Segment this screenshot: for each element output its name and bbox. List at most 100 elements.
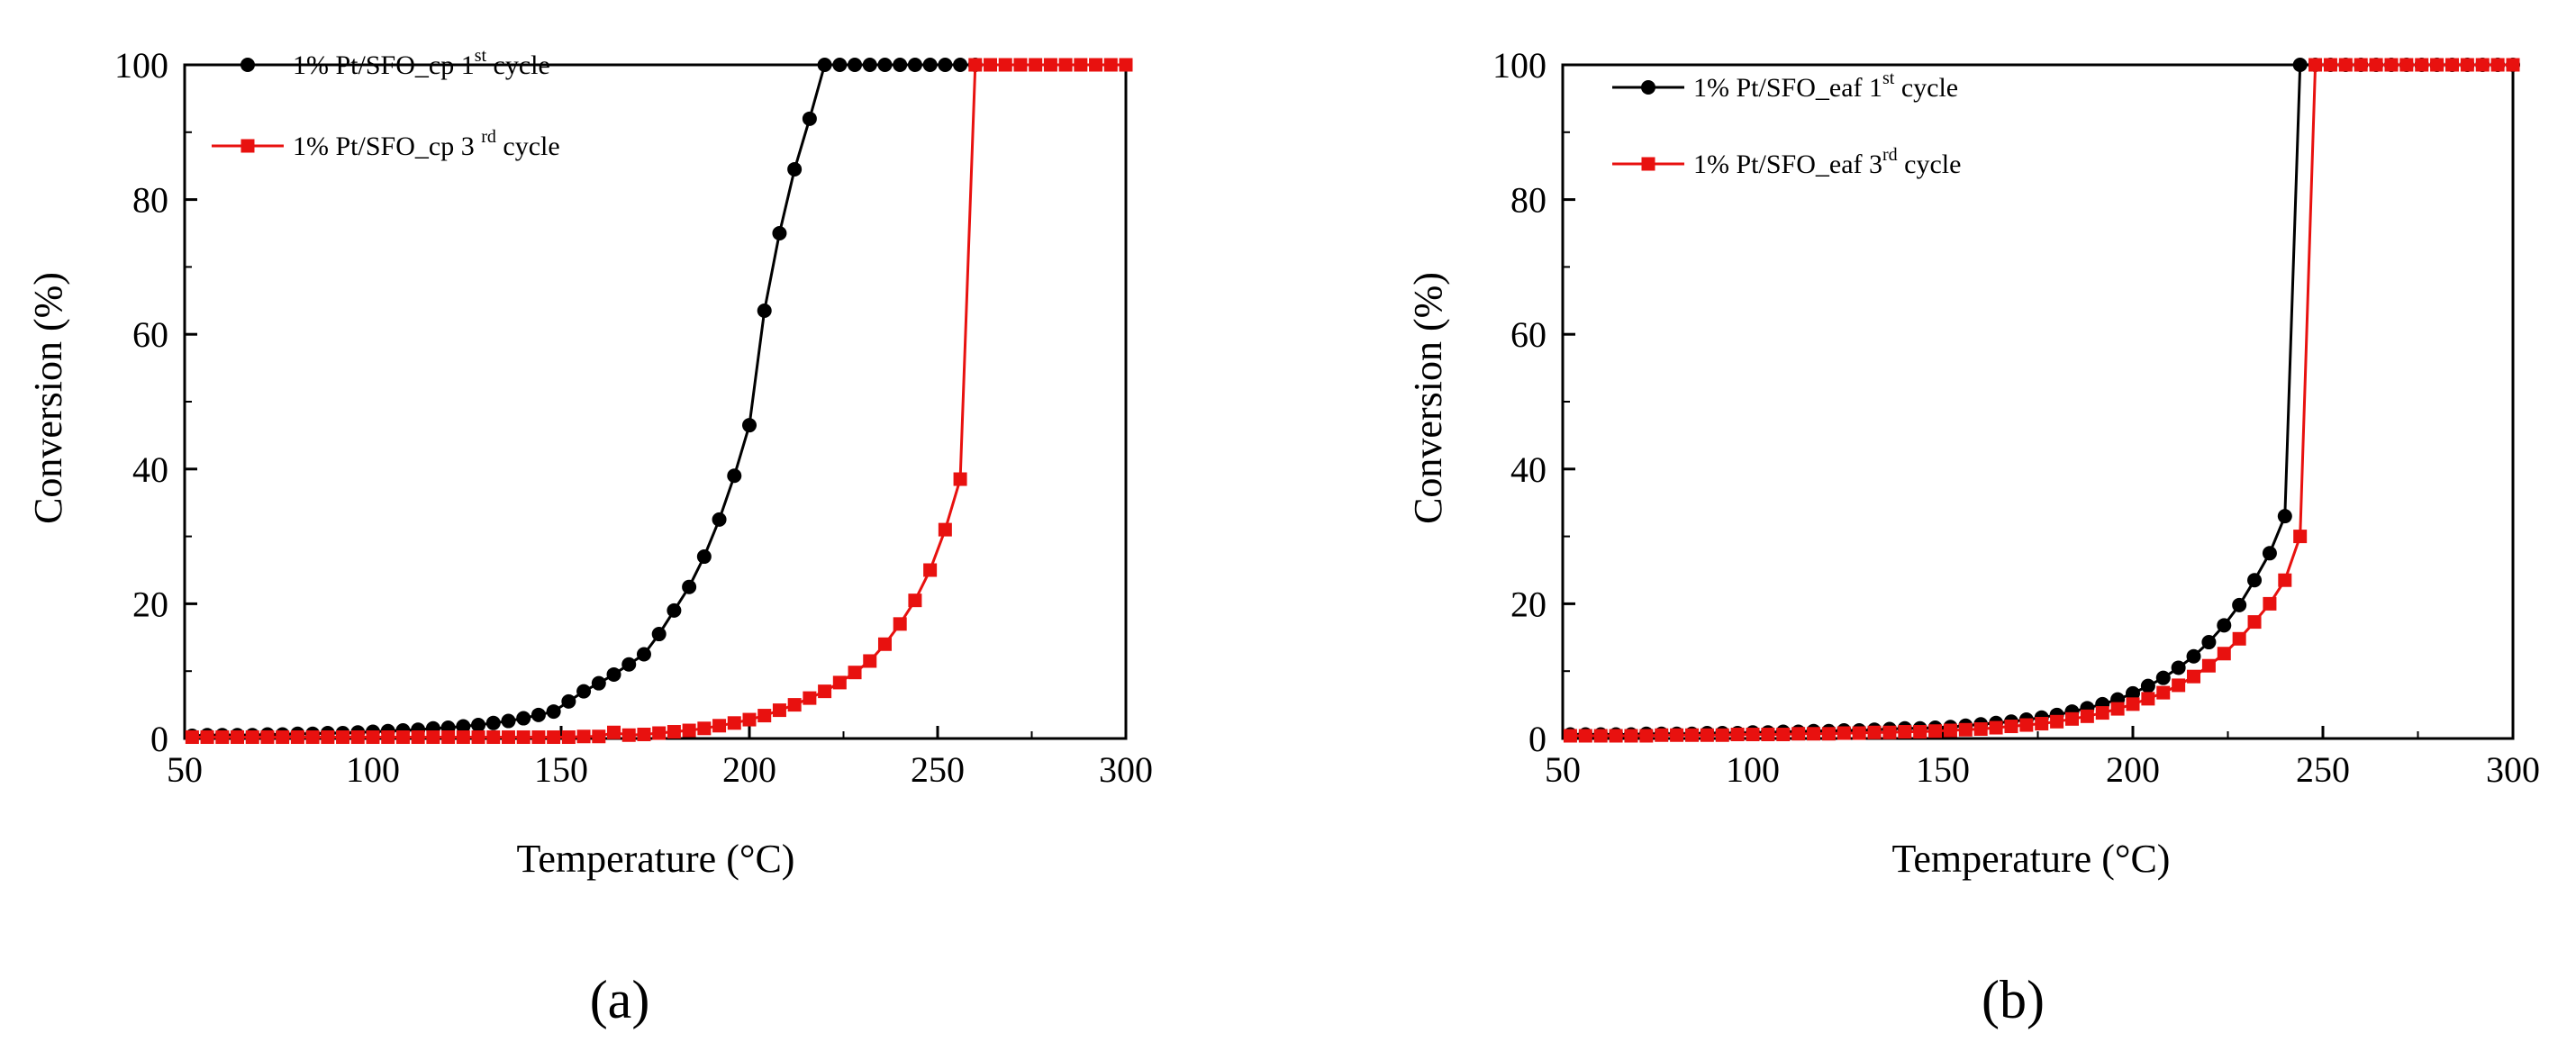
legend-marker xyxy=(240,58,255,72)
data-point xyxy=(441,730,456,745)
x-tick-label: 100 xyxy=(346,749,400,790)
data-point xyxy=(395,730,410,745)
data-point xyxy=(1609,729,1623,743)
data-point xyxy=(1715,728,1729,742)
data-point xyxy=(411,730,425,745)
data-point xyxy=(696,549,712,565)
data-point xyxy=(531,730,546,745)
data-point xyxy=(2384,58,2399,72)
data-point xyxy=(576,684,592,699)
data-point xyxy=(2293,530,2308,544)
chart-panel-b: 50 100 150 200 250 300 0 20 40 60 80 100 1% Pt/SFO_e… xyxy=(1406,45,2540,1029)
data-point xyxy=(818,684,832,699)
data-point xyxy=(1898,725,1912,739)
legend-label: 1% Pt/SFO_eaf 1st cycle xyxy=(1693,68,1958,103)
y-axis-title: Conversion (%) xyxy=(1406,272,1450,524)
data-point xyxy=(2292,58,2308,72)
data-point xyxy=(305,730,320,745)
data-point xyxy=(772,703,786,718)
data-point xyxy=(2490,58,2505,72)
data-point xyxy=(231,730,245,745)
y-tick-label: 80 xyxy=(132,180,168,221)
data-point xyxy=(1089,58,1103,72)
x-tick-label: 250 xyxy=(2296,749,2350,790)
data-point xyxy=(2247,615,2262,630)
y-tick-label: 100 xyxy=(1492,45,1547,86)
data-point xyxy=(2187,669,2201,684)
y-tick-label: 60 xyxy=(1510,314,1547,355)
data-point xyxy=(922,58,938,72)
data-point xyxy=(953,58,968,72)
legend-marker xyxy=(240,139,255,153)
data-point xyxy=(561,730,576,745)
data-point xyxy=(2444,58,2459,72)
data-point xyxy=(276,730,290,745)
data-point xyxy=(727,716,741,730)
legend-label: 1% Pt/SFO_eaf 3rd cycle xyxy=(1693,145,1961,179)
data-point xyxy=(321,730,335,745)
legend-label-main: 1% Pt/SFO_eaf 1 xyxy=(1693,73,1882,103)
y-tick-label: 20 xyxy=(132,584,168,624)
data-point xyxy=(2475,58,2490,72)
data-point xyxy=(471,730,485,745)
series-2 xyxy=(185,58,1133,745)
chart-panel-a: 50 100 150 200 250 300 0 20 40 60 80 100 1% Pt/SFO_c… xyxy=(26,45,1153,1029)
data-point xyxy=(2126,685,2140,701)
data-point xyxy=(2308,58,2323,72)
y-tick-label: 40 xyxy=(1510,449,1547,490)
data-point xyxy=(2217,618,2232,633)
y-tick-label: 40 xyxy=(132,449,168,490)
data-point xyxy=(561,693,576,709)
legend-entry: 1% Pt/SFO_eaf 3rd cycle xyxy=(1612,145,1961,179)
legend-label-sup: rd xyxy=(1882,145,1898,165)
data-point xyxy=(984,58,998,72)
legend-label-main: 1% Pt/SFO_eaf 3 xyxy=(1693,150,1882,179)
data-point xyxy=(1943,723,1957,738)
data-point xyxy=(923,563,938,577)
y-tick-label: 0 xyxy=(150,719,168,759)
series-line xyxy=(192,63,975,738)
data-point xyxy=(2354,58,2368,72)
x-tick-label: 50 xyxy=(167,749,203,790)
data-point xyxy=(1058,58,1073,72)
data-point xyxy=(908,593,922,608)
x-axis-title: Temperature (°C) xyxy=(1892,837,2171,881)
data-point xyxy=(2141,692,2155,706)
legend-label-sup: rd xyxy=(481,127,496,147)
plot-area: 50 100 150 200 250 300 0 20 40 60 80 100 1% Pt/SFO_e… xyxy=(1492,45,2540,790)
legend-entry: 1% Pt/SFO_eaf 1st cycle xyxy=(1612,68,1958,103)
data-point xyxy=(1928,724,1943,738)
data-point xyxy=(2338,58,2353,72)
legend-label: 1% Pt/SFO_cp 1st cycle xyxy=(293,46,550,80)
data-point xyxy=(2263,596,2277,611)
data-point xyxy=(848,666,862,680)
legend-marker xyxy=(1641,157,1655,171)
data-point xyxy=(350,730,365,745)
data-point xyxy=(2232,597,2247,612)
data-point xyxy=(1700,728,1714,742)
data-point xyxy=(2035,717,2049,731)
data-point xyxy=(516,711,531,726)
data-point xyxy=(1119,58,1133,72)
data-point xyxy=(667,603,682,618)
legend-label-sup: st xyxy=(475,46,487,66)
data-point xyxy=(697,721,712,736)
x-tick-label: 150 xyxy=(1916,749,1970,790)
data-point xyxy=(2186,648,2201,664)
data-point xyxy=(366,730,380,745)
data-point xyxy=(652,726,667,740)
data-point xyxy=(2277,509,2292,524)
data-point xyxy=(1776,728,1791,742)
data-point xyxy=(2506,58,2520,72)
data-point xyxy=(501,713,516,729)
data-point xyxy=(1989,720,2003,735)
legend-label-main: 1% Pt/SFO_cp 3 xyxy=(293,131,481,161)
data-point xyxy=(832,675,847,690)
data-point xyxy=(1746,728,1760,742)
data-point xyxy=(1624,729,1638,743)
x-tick-label: 300 xyxy=(2486,749,2540,790)
data-point xyxy=(742,418,757,433)
x-tick-label: 100 xyxy=(1726,749,1780,790)
data-point xyxy=(576,729,591,744)
data-point xyxy=(863,654,877,668)
